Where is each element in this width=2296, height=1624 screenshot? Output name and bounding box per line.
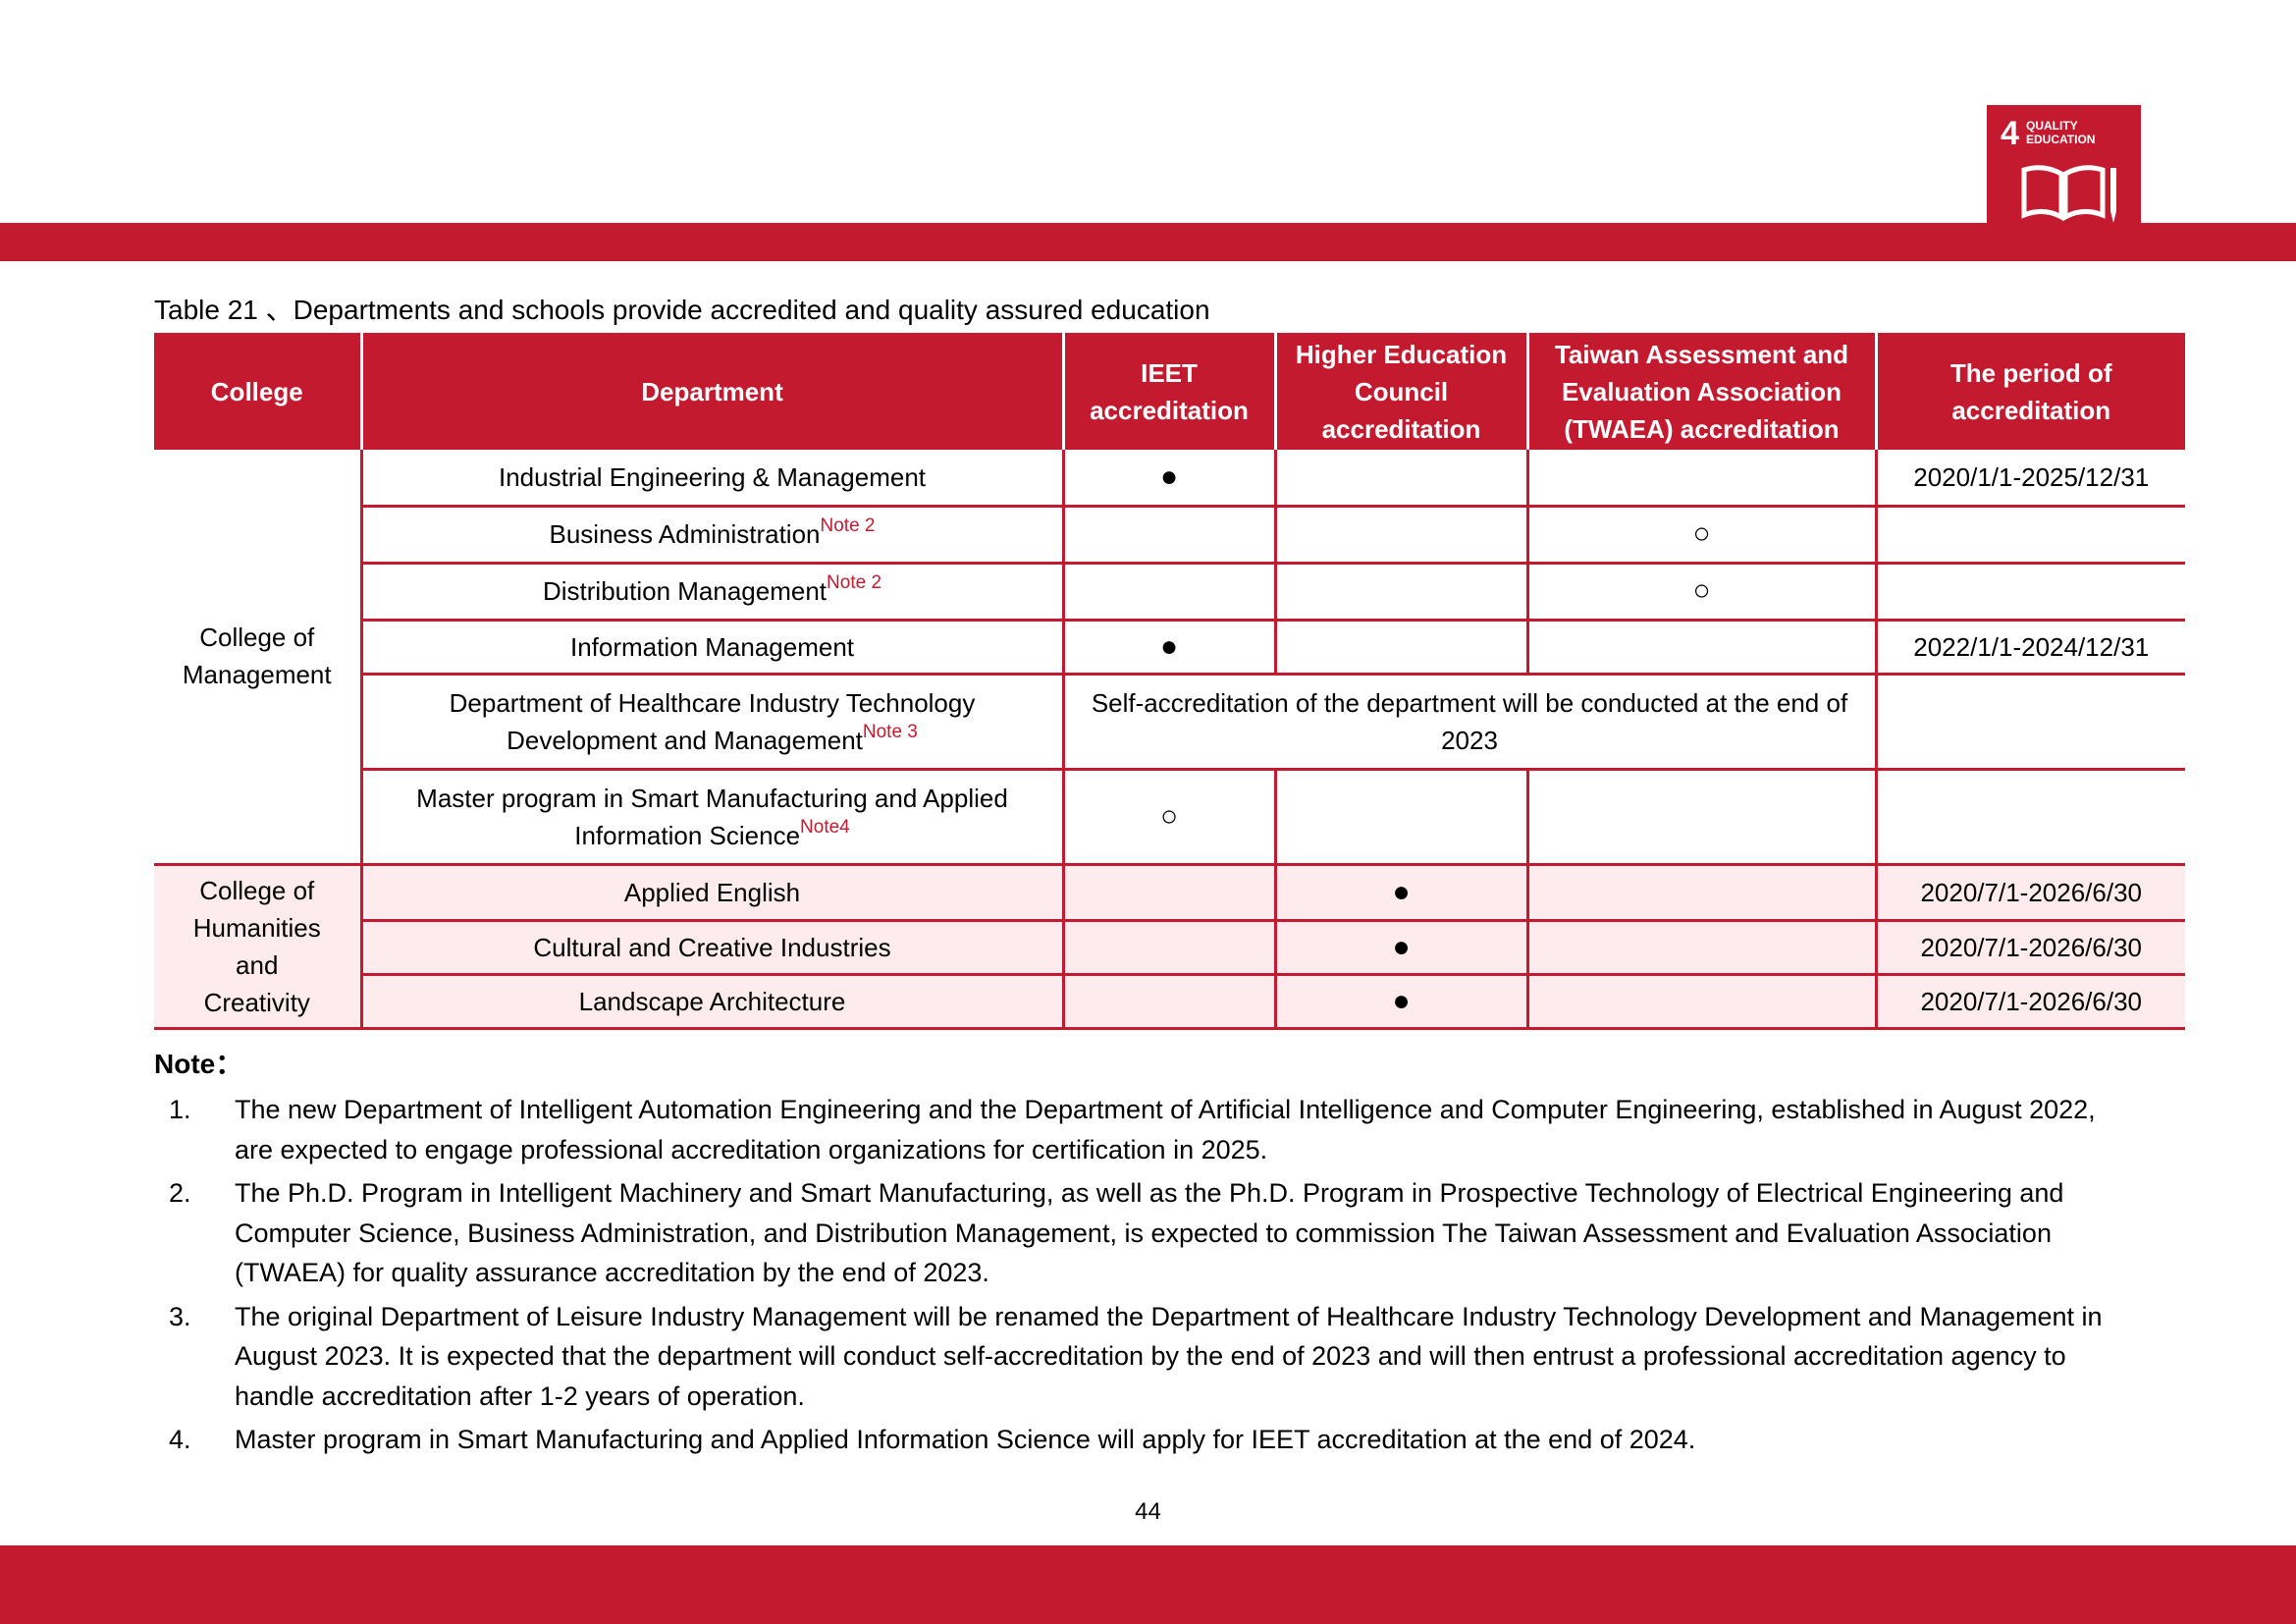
note-text: Master program in Smart Manufacturing an… [235,1425,1696,1454]
mark-cell [1527,769,1878,866]
department-name: Master program in Smart Manufacturing an… [416,783,1008,850]
table-row: Information Management ● 2022/1/1-2024/12/… [154,620,2185,676]
accreditation-table: College Department IEET accreditation Highe… [154,333,2185,1030]
note-ref: Note 2 [820,515,876,536]
note-number: 3. [169,1301,191,1331]
period-cell [1876,506,2185,565]
note-item: 3. The original Department of Leisure Ind… [154,1297,2137,1417]
period-cell [1876,563,2185,622]
department-name: Applied English [623,877,801,907]
mark-cell [1275,769,1529,866]
table-row: Distribution ManagementNote 2 ○ [154,563,2185,622]
department-cell: Master program in Smart Manufacturing an… [361,769,1065,866]
mark-cell: ○ [1063,769,1277,866]
period-cell: 2020/7/1-2026/6/30 [1876,864,2185,922]
table-row: College of Humanities and Creativity Appl… [154,864,2185,1030]
note-item: 2. The Ph.D. Program in Intelligent Machi… [154,1173,2137,1293]
sdg-label: QUALITY EDUCATION [2026,119,2096,146]
note-number: 4. [169,1425,191,1454]
department-name: Landscape Architecture [578,986,846,1016]
column-header: Taiwan Assessment and Evaluation Associa… [1527,333,1878,450]
table-row: Department of Healthcare Industry Techno… [154,674,2185,771]
notes-title: Note： [154,1049,243,1079]
mark-cell: ○ [1527,506,1878,565]
top-band [0,223,2296,261]
mark-cell [1275,450,1529,508]
college-cell: College of Humanities and Creativity [154,864,363,1030]
table-row: College of Management Industrial Engineer… [154,450,2185,866]
period-cell: 2020/7/1-2026/6/30 [1876,974,2185,1030]
department-name: Industrial Engineering & Management [498,461,927,492]
mark-cell [1063,974,1277,1030]
table-caption: Table 21 、Departments and schools provid… [154,295,1210,325]
note-text: The new Department of Intelligent Automa… [235,1095,2096,1164]
page-number: 44 [1135,1498,1161,1525]
department-cell: Cultural and Creative Industries [361,920,1065,976]
department-cell: Business AdministrationNote 2 [361,506,1065,565]
period-cell: 2020/1/1-2025/12/31 [1876,450,2185,508]
department-cell: Distribution ManagementNote 2 [361,563,1065,622]
department-cell: Department of Healthcare Industry Techno… [361,674,1065,771]
department-name: Business Administration [549,519,821,549]
note-ref: Note 3 [862,721,918,742]
department-cell: Information Management [361,620,1065,676]
mark-cell [1063,563,1277,622]
bottom-band [0,1545,2296,1624]
mark-cell [1063,920,1277,976]
department-cell: Applied English [361,864,1065,922]
book-icon [2021,165,2116,223]
period-cell: 2020/7/1-2026/6/30 [1876,920,2185,976]
period-cell [1876,769,2185,866]
college-cell: College of Management [154,450,363,866]
merged-cell: Self-accreditation of the department wil… [1063,674,1878,771]
mark-cell: ● [1275,974,1529,1030]
note-number: 2. [169,1178,191,1208]
mark-cell [1275,563,1529,622]
mark-cell: ○ [1527,563,1878,622]
mark-cell: ● [1063,450,1277,508]
column-header: Higher Education Council accreditation [1275,333,1529,450]
sdg-number: 4 [2001,115,2019,152]
note-number: 1. [169,1095,191,1124]
mark-cell [1527,620,1878,676]
column-header: Department [361,333,1065,450]
mark-cell [1275,620,1529,676]
department-cell: Landscape Architecture [361,974,1065,1030]
mark-cell [1527,920,1878,976]
department-name: Department of Healthcare Industry Techno… [449,687,976,755]
mark-cell [1275,506,1529,565]
mark-cell [1527,974,1878,1030]
mark-cell [1527,450,1878,508]
mark-cell: ● [1063,620,1277,676]
sdg-logo: 4 QUALITY EDUCATION [1987,105,2141,231]
mark-cell: ● [1275,864,1529,922]
note-ref: Note4 [800,816,850,838]
department-cell: Industrial Engineering & Management [361,450,1065,508]
department-name: Cultural and Creative Industries [533,932,891,962]
period-cell [1876,674,2185,771]
table-row: Cultural and Creative Industries ● 2020/7/… [154,920,2185,976]
note-text: The original Department of Leisure Indus… [235,1301,2103,1411]
table-row: Master program in Smart Manufacturing an… [154,769,2185,866]
column-header: The period of accreditation [1876,333,2185,450]
header-row: College Department IEET accreditation Highe… [154,333,2185,450]
table-row: Landscape Architecture ● 2020/7/1-2026/6/3… [154,974,2185,1030]
note-text: The Ph.D. Program in Intelligent Machine… [235,1178,2064,1287]
period-cell: 2022/1/1-2024/12/31 [1876,620,2185,676]
column-header: IEET accreditation [1063,333,1277,450]
notes: 1. The new Department of Intelligent Auto… [154,1090,2137,1464]
department-name: Information Management [569,631,855,662]
note-item: 1. The new Department of Intelligent Auto… [154,1090,2137,1169]
note-item: 4. Master program in Smart Manufacturing … [154,1420,2137,1460]
note-ref: Note 2 [827,572,882,593]
table-row: Business AdministrationNote 2 ○ [154,506,2185,565]
mark-cell: ● [1275,920,1529,976]
department-name: Distribution Management [542,576,828,606]
mark-cell [1063,864,1277,922]
mark-cell [1527,864,1878,922]
column-header: College [154,333,363,450]
mark-cell [1063,506,1277,565]
